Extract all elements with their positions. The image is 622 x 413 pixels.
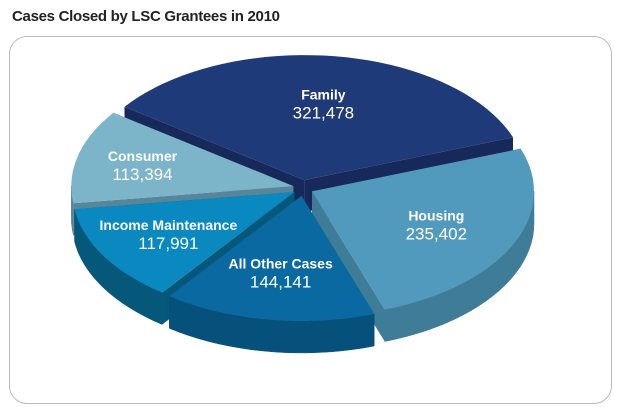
chart-frame [9, 36, 612, 404]
slice-label: All Other Cases [228, 256, 332, 272]
slice-consumer [71, 112, 294, 204]
slice-label: Housing [408, 208, 464, 224]
slice-label: Income Maintenance [100, 217, 238, 233]
slice-value-label: 144,141 [250, 273, 311, 292]
slice-value-label: 235,402 [406, 225, 467, 244]
slice-value-label: 117,991 [138, 234, 198, 253]
slice-label: Family [301, 86, 346, 102]
slice-value-label: 113,394 [112, 165, 172, 184]
slice-family [124, 55, 513, 181]
slice-income-maintenance [74, 192, 295, 293]
slice-label: Consumer [108, 148, 178, 164]
slice-housing [312, 148, 534, 310]
slice-value-label: 321,478 [293, 103, 354, 122]
chart-title: Cases Closed by LSC Grantees in 2010 [12, 8, 280, 25]
slice-all-other-cases [169, 195, 375, 321]
